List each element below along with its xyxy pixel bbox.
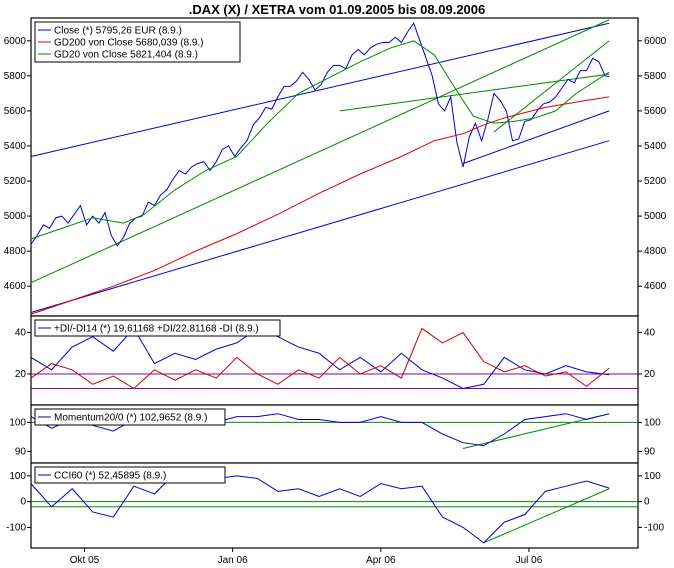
y-tick-label: 4800 [4, 246, 27, 257]
series-line-1 [30, 327, 610, 390]
trend-line [493, 40, 610, 133]
y-tick-label: 5000 [644, 211, 667, 222]
panel-frame [30, 17, 639, 317]
y-tick-label: 100 [644, 471, 661, 482]
trend-line [30, 140, 610, 313]
trend-line [483, 488, 610, 544]
chart-panels: 4600 4600 4800 4800 5000 5000 5200 5200 5400 5400… [4, 17, 667, 549]
x-tick-label: Apr 06 [366, 555, 396, 566]
y-tick-label: 4800 [644, 246, 667, 257]
legend-box [34, 21, 241, 63]
legend-entry: Momentum20/0 (*) 102,9652 (8.9.) [54, 413, 207, 424]
y-tick-label: 100 [9, 471, 26, 482]
y-tick-label: 0 [644, 497, 650, 508]
y-tick-label: 5600 [644, 106, 667, 117]
x-tick-label: Jul 06 [516, 555, 543, 566]
y-tick-label: 100 [9, 417, 26, 428]
series-line-0 [30, 22, 610, 247]
panel-2: 90 90 100 100 Momentum20/0 (*) 102,9652 (8.9… [9, 404, 661, 464]
panel-1: 20 20 40 40 +DI/-DI14 (*) 19,61168 +DI/22,81… [15, 315, 656, 406]
y-tick-label: 5200 [644, 176, 667, 187]
y-tick-label: 5800 [4, 71, 27, 82]
legend-entry: GD20 von Close 5821,404 (8.9.) [54, 50, 198, 61]
y-tick-label: 6000 [4, 36, 27, 47]
trend-line [462, 110, 610, 164]
legend-box [34, 466, 226, 484]
legend-entry: GD200 von Close 5680,039 (8.9.) [54, 38, 204, 49]
series-line-1 [30, 96, 610, 315]
y-tick-label: 5400 [4, 141, 27, 152]
x-tick-label: Okt 05 [70, 555, 100, 566]
trend-line [30, 19, 610, 284]
series-line-2 [30, 40, 610, 240]
y-tick-label: 6000 [644, 36, 667, 47]
y-tick-label: -100 [6, 522, 26, 533]
y-tick-label: -100 [644, 522, 664, 533]
y-tick-label: 4600 [644, 281, 667, 292]
legend-entry: +DI/-DI14 (*) 19,61168 +DI/22,81168 -DI … [54, 324, 259, 335]
legend-box [34, 408, 226, 426]
chart-title: .DAX (X) / XETRA vom 01.09.2005 bis 08.0… [189, 2, 486, 17]
y-tick-label: 20 [15, 369, 27, 380]
legend-box [34, 319, 281, 337]
y-tick-label: 40 [15, 328, 27, 339]
y-tick-label: 90 [644, 446, 656, 457]
y-tick-label: 40 [644, 328, 656, 339]
trend-line [339, 73, 610, 112]
x-tick-label: Jan 06 [218, 555, 248, 566]
series-line-0 [30, 470, 610, 544]
panel-0: 4600 4600 4800 4800 5000 5000 5200 5200 5400 5400… [4, 17, 667, 317]
y-tick-label: 5800 [644, 71, 667, 82]
y-tick-label: 4600 [4, 281, 27, 292]
trend-line [30, 22, 610, 157]
legend-entry: CCI60 (*) 52,45895 (8.9.) [54, 471, 166, 482]
y-tick-label: 0 [20, 497, 26, 508]
legend-entry: Close (*) 5795,26 EUR (8.9.) [54, 26, 182, 37]
y-tick-label: 5600 [4, 106, 27, 117]
y-tick-label: 100 [644, 417, 661, 428]
panel-3: -100 -100 0 0 100 100 CCI60 (*) 52,45895 (8.9.… [6, 462, 664, 549]
y-tick-label: 5200 [4, 176, 27, 187]
y-tick-label: 90 [15, 446, 27, 457]
y-tick-label: 5400 [644, 141, 667, 152]
x-axis: Okt 05 Jan 06 Apr 06 Jul 06 [70, 548, 543, 566]
y-tick-label: 5000 [4, 211, 27, 222]
y-tick-label: 20 [644, 369, 656, 380]
